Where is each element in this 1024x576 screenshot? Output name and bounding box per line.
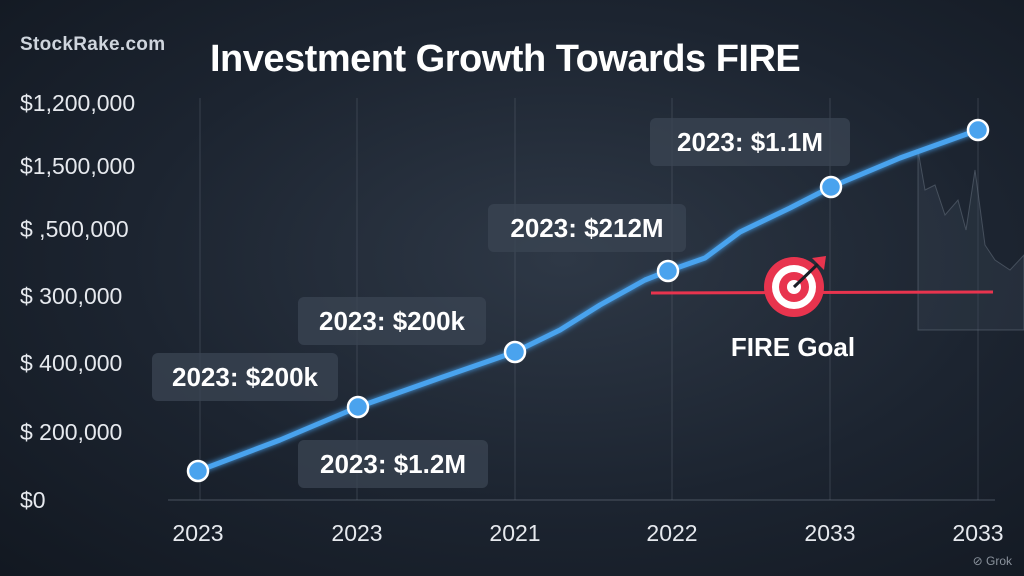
chart-title: Investment Growth Towards FIRE — [210, 38, 801, 80]
annotation-box — [650, 118, 850, 166]
data-point — [819, 175, 843, 199]
annotation-label: 2023: $1.2M — [298, 440, 488, 488]
data-point — [346, 395, 370, 419]
watermark-icon: ⊘ — [972, 554, 983, 568]
annotation-labels: 2023: $200k 2023: $1.2M 2023: $200k 2023: $… — [152, 118, 850, 488]
watermark-text: Grok — [985, 554, 1012, 568]
annotation-text: 2023: $200k — [319, 306, 466, 336]
data-point — [966, 118, 990, 142]
grok-watermark: ⊘ Grok — [973, 554, 1012, 568]
fire-goal-label: FIRE Goal — [731, 332, 855, 362]
y-tick-label: $1,500,000 — [20, 153, 135, 179]
series-line — [195, 127, 981, 474]
grid-lines — [168, 98, 995, 501]
x-tick-label: 2023 — [172, 520, 223, 546]
series-group — [186, 118, 990, 483]
annotation-label: 2023: $212M — [488, 204, 686, 252]
x-axis-ticks: 2023 2023 2021 2022 2033 2033 — [172, 520, 1003, 546]
annotation-box — [298, 297, 486, 345]
target-icon — [764, 256, 826, 317]
annotation-text: 2023: $1.2M — [320, 449, 466, 479]
annotation-text: 2023: $1.1M — [677, 127, 823, 157]
x-tick-label: 2022 — [646, 520, 697, 546]
fire-goal-group: FIRE Goal — [650, 256, 994, 362]
data-point — [503, 340, 527, 364]
x-tick-label: 2033 — [952, 520, 1003, 546]
annotation-text: 2023: $200k — [172, 362, 319, 392]
annotation-box — [298, 440, 488, 488]
mountain-silhouette — [917, 149, 1024, 331]
annotation-label: 2023: $200k — [152, 353, 338, 401]
annotation-text: 2023: $212M — [510, 213, 663, 243]
annotation-label: 2023: $200k — [298, 297, 486, 345]
y-tick-label: $ 300,000 — [20, 283, 122, 309]
y-tick-label: $0 — [20, 487, 46, 513]
target-arrow-shaft — [792, 260, 822, 289]
y-tick-label: $ 400,000 — [20, 350, 122, 376]
y-tick-label: $ ,500,000 — [20, 216, 129, 242]
x-tick-label: 2023 — [331, 520, 382, 546]
target-arrow-fletch — [812, 256, 826, 270]
data-point — [656, 259, 680, 283]
y-axis-ticks: $0 $ 200,000 $ 400,000 $ 300,000 $ ,500,000 $… — [20, 90, 135, 513]
y-tick-label: $1,200,000 — [20, 90, 135, 116]
annotation-label: 2023: $1.1M — [650, 118, 850, 166]
brand-logo-text: StockRake.com — [20, 34, 166, 55]
x-tick-label: 2033 — [804, 520, 855, 546]
annotation-box — [152, 353, 338, 401]
data-point — [186, 459, 210, 483]
background-mountain-silhouette — [917, 149, 1024, 331]
x-tick-label: 2021 — [489, 520, 540, 546]
annotation-box — [488, 204, 686, 252]
y-tick-label: $ 200,000 — [20, 419, 122, 445]
